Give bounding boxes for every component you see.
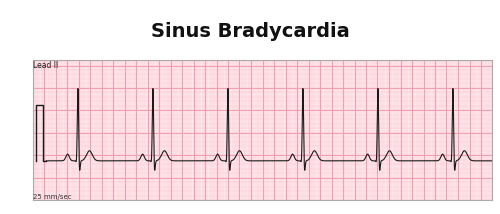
- Text: 25 mm/sec: 25 mm/sec: [33, 193, 72, 199]
- Text: Sinus Bradycardia: Sinus Bradycardia: [150, 22, 350, 42]
- Text: Lead II: Lead II: [33, 61, 58, 70]
